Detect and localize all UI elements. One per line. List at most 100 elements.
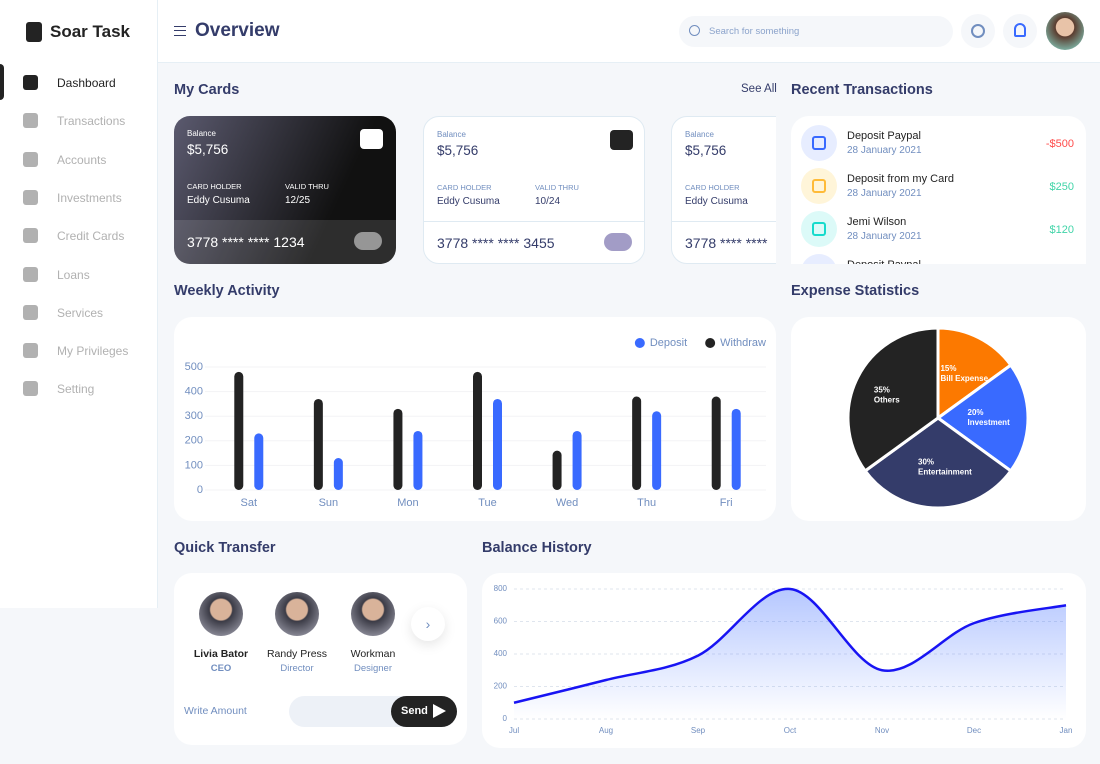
avatar[interactable] (351, 592, 395, 636)
credit-card[interactable]: Balance $5,756 CARD HOLDER Eddy Cusuma VALID… (174, 116, 396, 264)
nav-item[interactable]: Setting (0, 373, 158, 403)
credit-card[interactable]: Balance $5,756 CARD HOLDER Eddy Cusuma 3778 … (671, 116, 776, 264)
valid: 12/25 (285, 195, 311, 206)
nav-item[interactable]: Accounts (0, 144, 158, 174)
y-tick-label: 100 (185, 459, 203, 471)
x-tick-label: Mon (397, 497, 418, 509)
valid: 10/24 (535, 196, 561, 207)
y-tick-label: 300 (185, 410, 203, 422)
bar (413, 430, 423, 490)
nav-icon (23, 113, 38, 129)
bar (234, 371, 244, 490)
see-all-link[interactable]: See All (741, 83, 777, 95)
nav-label: My Privileges (57, 344, 129, 359)
transaction-date: 28 January 2021 (847, 188, 922, 199)
bar (731, 408, 741, 490)
transaction-date: 28 January 2021 (847, 145, 922, 156)
person-name: Randy Press (266, 648, 328, 660)
x-tick-label: Oct (784, 726, 797, 735)
section-title: Expense Statistics (791, 283, 920, 299)
menu-button[interactable] (174, 26, 186, 36)
balance: $5,756 (685, 143, 727, 158)
section-title: Quick Transfer (174, 540, 276, 556)
bar (711, 396, 721, 490)
holder-label: CARD HOLDER (437, 183, 492, 192)
holder: Eddy Cusuma (437, 196, 500, 207)
card-number: 3778 **** **** 3455 (437, 235, 555, 251)
nav-item[interactable]: Investments (0, 182, 158, 212)
y-tick-label: 200 (185, 435, 203, 447)
nav-item[interactable]: Dashboard (0, 64, 158, 100)
transaction-icon (801, 211, 837, 247)
card-number: 3778 **** **** (685, 235, 768, 251)
x-tick-label: Jan (1060, 726, 1073, 735)
nav-item[interactable]: Credit Cards (0, 220, 158, 250)
transaction-name: Deposit Paypal (847, 130, 921, 142)
bar (473, 371, 482, 490)
nav-icon (23, 189, 38, 205)
nav-icon (23, 343, 38, 359)
person-role: Designer (353, 663, 393, 674)
nav-icon (23, 304, 38, 320)
legend-label: Deposit (650, 337, 687, 349)
card-footer (424, 221, 644, 263)
transaction-name: Jemi Wilson (847, 216, 907, 228)
icon-glyph (812, 136, 826, 150)
bar (493, 398, 502, 490)
valid-label: VALID THRU (285, 182, 329, 191)
slice-label: Investment (968, 418, 1011, 427)
transaction-name: Deposit from my Card (847, 173, 954, 185)
nav-item[interactable]: Transactions (0, 105, 158, 135)
holder-label: CARD HOLDER (187, 182, 242, 191)
nav-icon (23, 266, 38, 282)
search-box[interactable]: Search for something (679, 16, 953, 47)
x-tick-label: Sat (241, 497, 258, 509)
slice-value: 15% (940, 364, 956, 373)
nav-icon (23, 75, 38, 90)
x-tick-label: Fri (720, 497, 733, 509)
person-name: Livia Bator (193, 648, 249, 660)
bar (572, 430, 582, 490)
valid-label: VALID THRU (535, 183, 579, 192)
balance-label: Balance (187, 129, 216, 138)
y-tick-label: 400 (185, 386, 203, 398)
bar (632, 396, 642, 490)
page-title: Overview (195, 20, 280, 41)
sidebar: Soar Task Dashboard Transactions Accounts I… (0, 0, 158, 608)
nav-item[interactable]: Services (0, 297, 158, 327)
slice-value: 20% (968, 408, 984, 417)
transaction-name: Deposit Paypal (847, 259, 921, 264)
y-tick-label: 0 (503, 714, 508, 723)
holder-label: CARD HOLDER (685, 183, 740, 192)
quick-transfer-panel: › Write Amount Send Livia Bator CEO Randy … (174, 573, 467, 745)
transactions-panel: Deposit Paypal 28 January 2021 -$500 Deposi… (791, 116, 1086, 264)
nav-label: Accounts (57, 152, 107, 167)
person-role: Director (280, 663, 314, 674)
legend-swatch (634, 338, 645, 348)
section-title: My Cards (174, 82, 240, 98)
nav-label: Loans (57, 267, 90, 282)
pie-slice (846, 326, 940, 473)
next-button[interactable]: › (411, 607, 445, 641)
y-tick-label: 500 (185, 361, 203, 373)
credit-card[interactable]: Balance $5,756 CARD HOLDER Eddy Cusuma VALID… (423, 116, 645, 264)
nav-item[interactable]: My Privileges (0, 335, 158, 365)
avatar[interactable] (275, 592, 319, 636)
x-tick-label: Nov (875, 726, 889, 735)
active-indicator (0, 64, 4, 100)
balance: $5,756 (187, 142, 229, 157)
search-icon (689, 25, 700, 36)
balance: $5,756 (437, 143, 479, 158)
section-title: Recent Transactions (791, 82, 933, 98)
nav-item[interactable]: Loans (0, 259, 158, 289)
notifications-button[interactable] (1003, 14, 1037, 48)
pie-slice (935, 363, 1030, 473)
settings-button[interactable] (961, 14, 995, 48)
slice-value: 30% (918, 458, 934, 467)
send-button[interactable]: Send (391, 696, 457, 727)
x-tick-label: Wed (556, 497, 578, 509)
profile-avatar[interactable] (1046, 12, 1084, 50)
nav-icon (23, 228, 38, 244)
avatar[interactable] (199, 592, 243, 636)
